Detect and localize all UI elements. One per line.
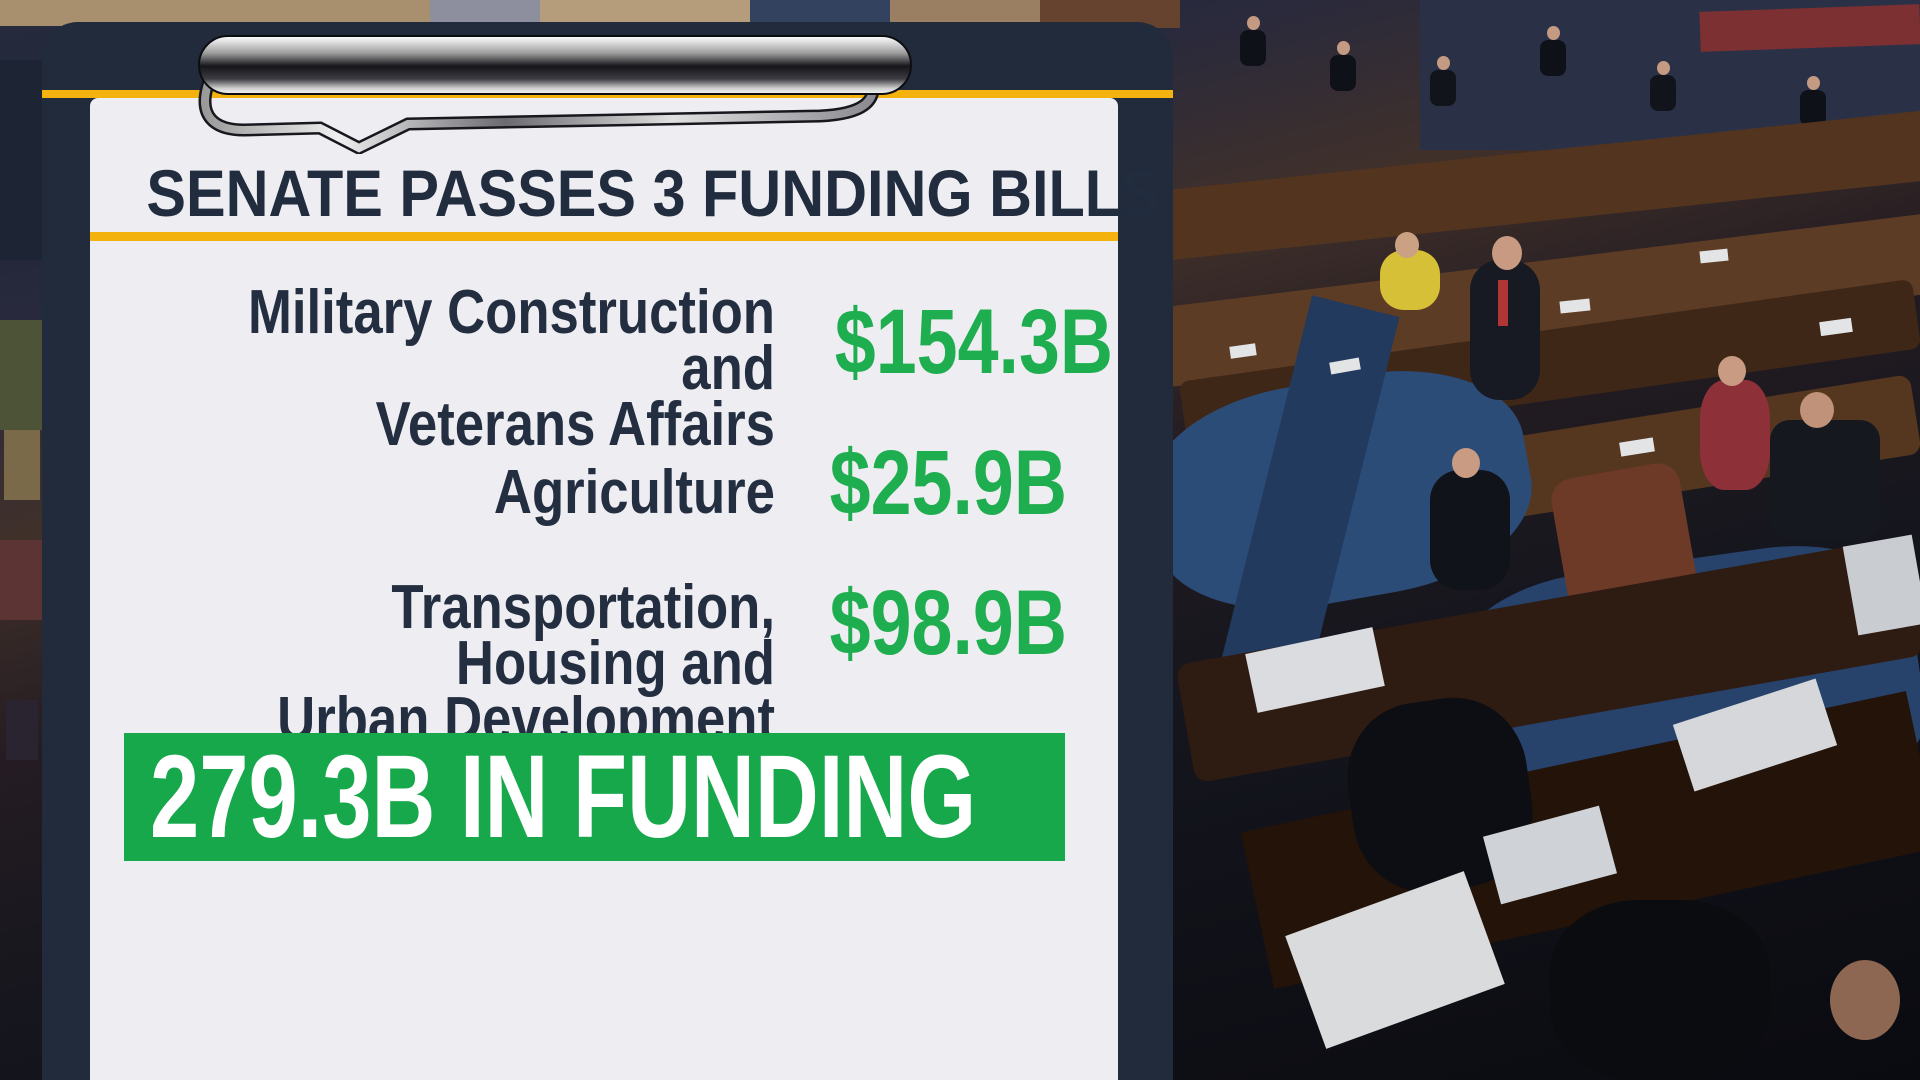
photo-shape [430, 0, 540, 26]
photo-shape [0, 0, 430, 26]
photo-shape [1718, 356, 1746, 386]
photo-shape [750, 0, 890, 26]
photo-shape [1699, 4, 1920, 52]
photo-shape [1770, 420, 1880, 540]
photo-shape [1380, 250, 1440, 310]
photo-shape [1452, 448, 1480, 478]
bill-label-milcon-va: Military Construction and Veterans Affai… [90, 278, 775, 459]
bill-label-thud: Transportation, Housing and Urban Develo… [90, 573, 775, 751]
photo-shape [1492, 236, 1522, 270]
bill-label-line: Veterans Affairs [375, 390, 775, 459]
photo-shape [1240, 30, 1266, 66]
total-funding-banner: 279.3B IN FUNDING [124, 733, 1065, 861]
photo-shape [1437, 56, 1450, 70]
photo-shape [540, 0, 750, 24]
photo-shape [1430, 70, 1456, 106]
photo-shape [1657, 61, 1670, 75]
photo-shape [1430, 470, 1510, 590]
bill-value-thud: $98.9B [800, 577, 1080, 669]
clipboard-clip-icon [198, 35, 912, 154]
headline-text: SENATE PASSES 3 FUNDING BILLS [146, 156, 1161, 230]
photo-shape [1800, 90, 1826, 126]
photo-shape [1395, 232, 1419, 258]
bill-label-line: Transportation, Housing and [391, 573, 775, 698]
photo-shape [1498, 280, 1508, 326]
photo-shape [1700, 380, 1770, 490]
total-funding-text: 279.3B IN FUNDING [150, 731, 977, 863]
clipboard-paper [90, 98, 1118, 1080]
bill-label-line: Agriculture [493, 458, 775, 527]
photo-shape [1547, 26, 1560, 40]
photo-shape [0, 60, 42, 260]
photo-shape [1550, 900, 1770, 1080]
photo-shape [890, 0, 1040, 24]
bill-value-text: $25.9B [829, 432, 1068, 534]
photo-shape [1830, 960, 1900, 1040]
bill-value-agriculture: $25.9B [800, 437, 1080, 529]
bill-label-line: Military Construction and [247, 278, 775, 403]
headline: SENATE PASSES 3 FUNDING BILLS [90, 160, 1160, 226]
bill-value-text: $98.9B [829, 572, 1068, 674]
photo-shape [1540, 40, 1566, 76]
photo-shape [0, 540, 42, 620]
photo-shape [0, 320, 42, 430]
photo-shape [4, 430, 40, 500]
photo-shape [6, 700, 38, 760]
photo-shape [1330, 55, 1356, 91]
headline-underline [90, 232, 1118, 241]
photo-shape [1650, 75, 1676, 111]
photo-shape [1800, 392, 1834, 428]
bill-value-text: $154.3B [834, 291, 1114, 393]
bill-value-milcon-va: $154.3B [800, 296, 1113, 388]
photo-shape [1807, 76, 1820, 90]
photo-shape [1337, 41, 1350, 55]
bill-label-agriculture: Agriculture [90, 458, 775, 527]
photo-shape [1247, 16, 1260, 30]
